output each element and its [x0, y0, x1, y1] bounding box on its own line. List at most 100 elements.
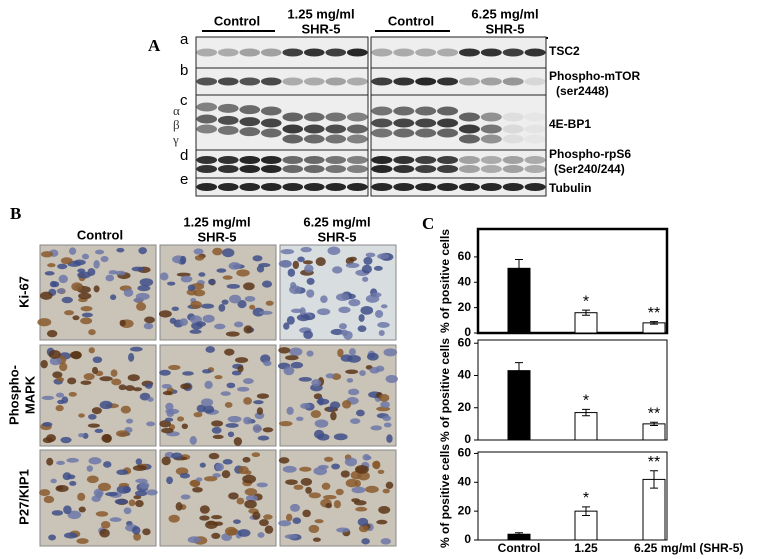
band: [239, 117, 261, 127]
column-label: 1.25 mg/ml: [183, 214, 250, 229]
cell: [139, 481, 150, 490]
error-bar: [515, 362, 523, 380]
band: [282, 165, 304, 173]
cell: [306, 277, 315, 285]
band: [239, 183, 261, 191]
isoform: γ: [172, 132, 179, 147]
band: [415, 156, 437, 164]
cell: [298, 377, 313, 382]
ihc-image: [39, 244, 157, 341]
cell: [211, 420, 224, 427]
cell: [237, 529, 251, 537]
cell: [180, 383, 192, 390]
cell: [371, 292, 382, 298]
cell: [244, 470, 252, 475]
cell: [256, 393, 269, 399]
cell: [302, 260, 313, 265]
significance-label: **: [648, 305, 660, 322]
cell: [330, 328, 344, 336]
cell: [244, 295, 256, 302]
cell: [193, 248, 204, 255]
band: [346, 165, 368, 173]
panel-letter: C: [422, 214, 434, 233]
band: [325, 77, 347, 86]
cell: [212, 434, 224, 440]
cell: [68, 247, 77, 255]
cell: [70, 351, 82, 359]
bar: [507, 370, 531, 441]
band: [325, 156, 347, 164]
cell: [64, 310, 74, 316]
cell: [243, 397, 252, 405]
cell: [72, 315, 80, 321]
y-tick-label: 20: [458, 300, 472, 314]
band: [458, 77, 480, 86]
band: [524, 156, 546, 164]
cell: [325, 502, 333, 509]
band: [260, 77, 282, 86]
band: [303, 165, 325, 173]
error-bar: [582, 309, 590, 316]
y-tick-label: 40: [458, 368, 472, 382]
cell: [315, 257, 326, 267]
cell: [164, 417, 174, 422]
cell: [262, 427, 274, 433]
band: [415, 128, 437, 138]
cell: [361, 264, 372, 274]
cell: [222, 275, 233, 280]
band: [437, 128, 459, 138]
cell: [137, 285, 151, 292]
error-bar: [650, 321, 658, 325]
cell: [129, 346, 143, 352]
cell: [318, 464, 329, 470]
cell: [203, 405, 215, 414]
cell: [347, 355, 361, 363]
cell: [365, 485, 379, 493]
y-tick-label: 20: [458, 503, 472, 517]
band: [524, 183, 546, 191]
cell: [61, 396, 69, 404]
cell: [375, 365, 385, 372]
cell: [278, 420, 293, 427]
cell: [314, 519, 324, 524]
cell: [142, 528, 151, 536]
error-bar: [650, 470, 658, 489]
band: [325, 183, 347, 191]
cell: [55, 392, 65, 398]
cell: [41, 395, 55, 401]
cell: [308, 492, 321, 499]
cell: [212, 473, 221, 478]
cell: [372, 460, 380, 469]
row-letter: a: [180, 31, 189, 48]
cell: [348, 299, 361, 307]
cell: [208, 279, 216, 285]
band: [325, 134, 347, 144]
band: [480, 112, 502, 122]
band: [393, 165, 415, 173]
band: [196, 165, 218, 173]
cell: [100, 255, 109, 263]
band: [371, 165, 393, 173]
cell: [305, 486, 312, 494]
cell: [105, 491, 118, 497]
band: [415, 77, 437, 86]
cell: [362, 453, 371, 461]
band: [437, 183, 459, 191]
cell: [299, 307, 306, 316]
cell: [377, 321, 390, 328]
cell: [158, 310, 172, 318]
cell: [283, 322, 290, 330]
y-tick-label: 0: [464, 532, 471, 546]
cell: [128, 499, 136, 507]
cell: [228, 262, 241, 270]
cell: [64, 532, 78, 539]
cell: [115, 430, 129, 437]
cell: [363, 256, 373, 265]
cell: [278, 520, 292, 527]
band: [196, 114, 218, 124]
cell: [78, 413, 85, 418]
band: [502, 165, 524, 173]
cell: [222, 459, 233, 465]
cell: [67, 377, 77, 385]
cell: [122, 485, 131, 494]
